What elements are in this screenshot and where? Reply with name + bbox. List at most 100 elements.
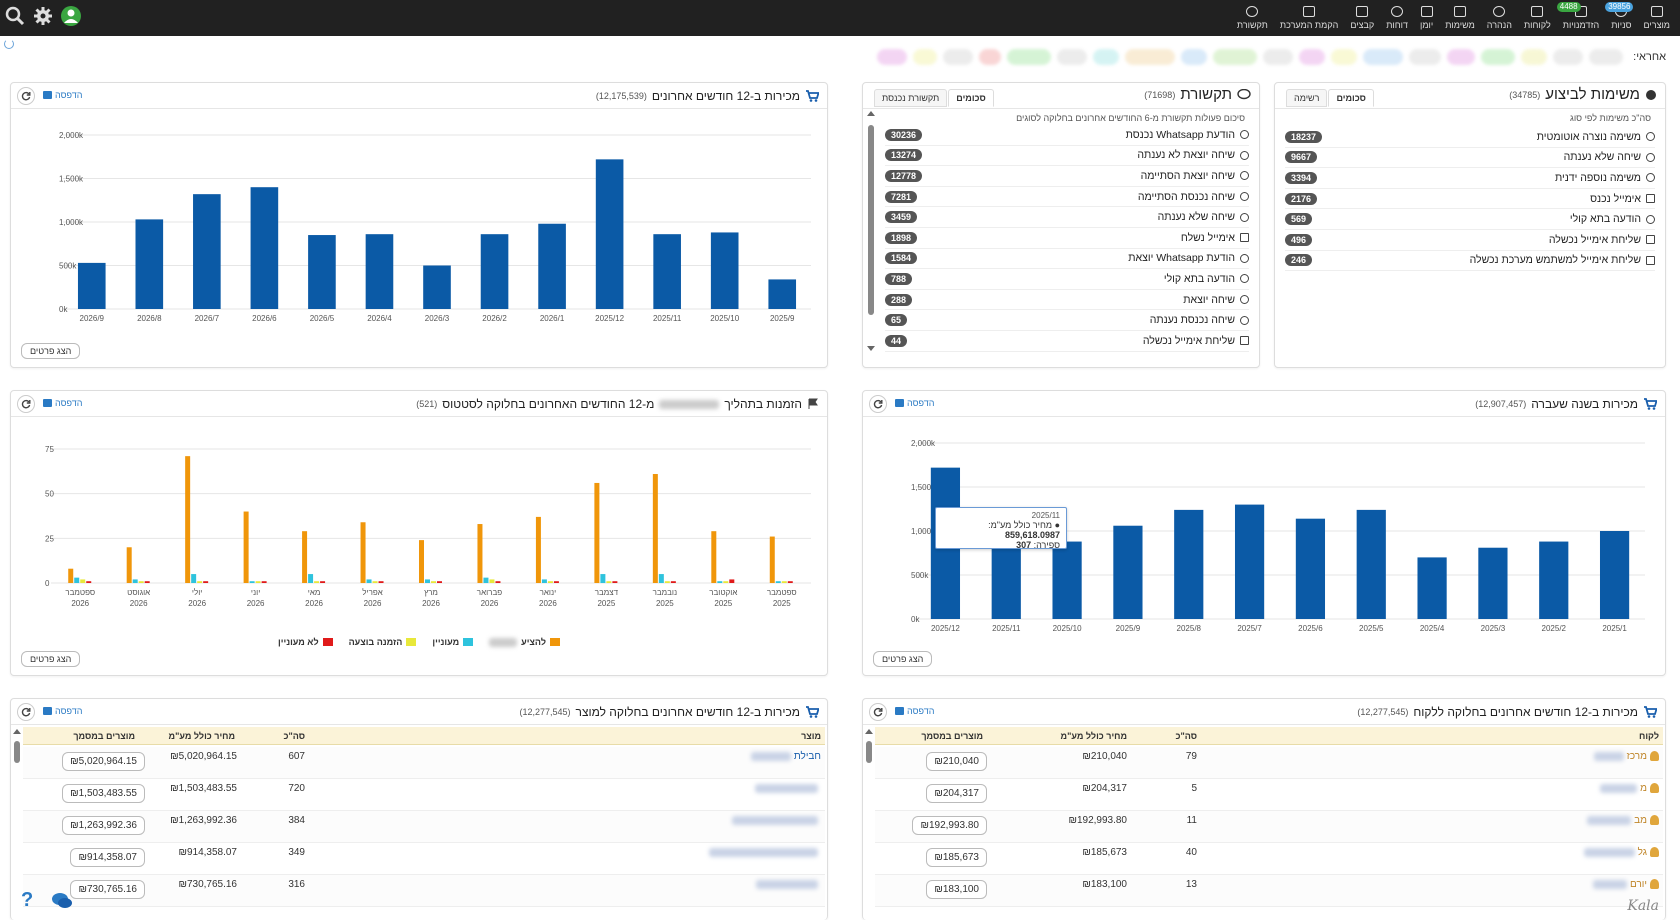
col-product[interactable]: מוצר xyxy=(801,731,821,741)
bar[interactable] xyxy=(535,516,541,583)
filter-chip[interactable] xyxy=(1589,49,1624,65)
bar[interactable] xyxy=(547,581,553,583)
doc-products-button[interactable]: ₪5,020,964.15 xyxy=(62,752,145,771)
tab-summary[interactable]: סכומים xyxy=(948,89,994,107)
filter-chip[interactable] xyxy=(1363,49,1404,65)
row-name[interactable]: מרכז xyxy=(1593,751,1659,762)
bar[interactable] xyxy=(664,581,670,583)
refresh-button[interactable] xyxy=(17,395,35,413)
show-details-button[interactable]: הצג פרטים xyxy=(21,343,81,359)
bar[interactable] xyxy=(612,581,618,583)
scrollbar[interactable] xyxy=(13,729,21,789)
col-price[interactable]: מחיר כולל מע"מ xyxy=(168,731,235,741)
bar[interactable] xyxy=(80,579,86,583)
list-item[interactable]: שיחה יוצאת הסתיימה 12778 xyxy=(885,166,1249,187)
bar[interactable] xyxy=(710,232,739,309)
bar[interactable] xyxy=(1052,541,1082,619)
refresh-button[interactable] xyxy=(869,395,887,413)
nav-item[interactable]: מוצרים xyxy=(1638,0,1677,36)
scroll-thumb[interactable] xyxy=(14,741,20,763)
bar[interactable] xyxy=(193,194,221,309)
bar[interactable] xyxy=(255,581,261,583)
filter-chip[interactable] xyxy=(1299,49,1326,65)
filter-chip[interactable] xyxy=(1057,49,1088,65)
list-item[interactable]: שליחת אימייל נכשלה 496 xyxy=(1285,230,1655,251)
help-icon[interactable]: ? xyxy=(21,889,34,911)
print-link[interactable]: הדפסה xyxy=(43,90,82,100)
bar[interactable] xyxy=(1478,547,1508,619)
list-item[interactable]: משימה נוספה ידנית 3394 xyxy=(1285,168,1655,189)
row-name[interactable]: מב xyxy=(1587,815,1659,826)
bar[interactable] xyxy=(423,265,451,310)
col-price[interactable]: מחיר כולל מע"מ xyxy=(1060,731,1127,741)
table-row[interactable]: מב 11 ₪192,993.80 ₪192,993.80 xyxy=(875,811,1663,843)
scroll-up-arrow[interactable] xyxy=(865,729,873,734)
list-item[interactable]: שיחה שלא נענתה 9667 xyxy=(1285,148,1655,169)
table-row[interactable]: מ 5 ₪204,317 ₪204,317 xyxy=(875,779,1663,811)
bar[interactable] xyxy=(431,581,436,583)
bar[interactable] xyxy=(419,540,424,583)
list-item[interactable]: הודעה בתא קולי 788 xyxy=(885,269,1249,290)
bar[interactable] xyxy=(1599,531,1630,619)
print-link[interactable]: הדפסה xyxy=(895,398,934,408)
filter-chip[interactable] xyxy=(877,49,908,65)
nav-item[interactable]: יומן xyxy=(1414,0,1439,36)
filter-chip[interactable] xyxy=(1213,49,1258,65)
bar[interactable] xyxy=(366,579,372,583)
doc-products-button[interactable]: ₪914,358.07 xyxy=(70,848,145,867)
bar[interactable] xyxy=(1417,557,1447,619)
tab-incoming-communication[interactable]: תקשורת נכנסת xyxy=(874,89,948,107)
bar[interactable] xyxy=(74,577,80,583)
doc-products-button[interactable]: ₪730,765.16 xyxy=(70,880,145,899)
nav-item[interactable]: הנהרה xyxy=(1481,0,1518,36)
doc-products-button[interactable]: ₪1,263,992.36 xyxy=(62,816,145,835)
nav-item[interactable]: קבצים xyxy=(1344,0,1380,36)
bar[interactable] xyxy=(250,187,279,309)
scrollbar[interactable] xyxy=(865,729,873,789)
bar[interactable] xyxy=(185,456,191,583)
print-link[interactable]: הדפסה xyxy=(895,706,934,716)
filter-chip[interactable] xyxy=(1553,49,1584,65)
bar[interactable] xyxy=(1295,518,1326,619)
bar[interactable] xyxy=(553,581,559,583)
nav-item[interactable]: הזדמנויות 4488 xyxy=(1556,0,1605,36)
bar[interactable] xyxy=(600,574,606,583)
filter-chip[interactable] xyxy=(1125,49,1176,65)
bar[interactable] xyxy=(480,234,509,309)
doc-products-button[interactable]: ₪183,100 xyxy=(926,880,987,899)
bar[interactable] xyxy=(711,531,717,583)
bar[interactable] xyxy=(489,579,495,583)
scroll-up-arrow[interactable] xyxy=(13,729,21,734)
list-item[interactable]: הודעת Whatsapp יוצאת 1584 xyxy=(885,249,1249,270)
col-customer[interactable]: לקוח xyxy=(1639,731,1659,741)
bar[interactable] xyxy=(652,474,658,583)
list-item[interactable]: הודעה בתא קולי 569 xyxy=(1285,209,1655,230)
bar[interactable] xyxy=(769,536,775,583)
nav-item[interactable]: סניות 39856 xyxy=(1605,0,1637,36)
list-item[interactable]: הודעת Whatsapp נכנסת 30236 xyxy=(885,125,1249,146)
refresh-button[interactable] xyxy=(869,703,887,721)
bar[interactable] xyxy=(77,262,106,309)
filter-chip[interactable] xyxy=(1409,49,1442,65)
filter-chip[interactable] xyxy=(1481,49,1516,65)
tab-summary[interactable]: סכומים xyxy=(1328,89,1374,107)
bar[interactable] xyxy=(308,574,314,583)
legend-item[interactable]: הזמנה בוצעה xyxy=(349,637,417,647)
filter-chip[interactable] xyxy=(1447,49,1476,65)
col-qty[interactable]: סה"כ xyxy=(1175,731,1197,741)
sync-icon[interactable] xyxy=(4,39,14,49)
bar[interactable] xyxy=(68,568,74,583)
filter-chip[interactable] xyxy=(1521,49,1548,65)
legend-item[interactable]: לא מעוניין xyxy=(278,637,333,647)
bar[interactable] xyxy=(86,581,92,583)
table-row[interactable]: גל 40 ₪185,673 ₪185,673 xyxy=(875,843,1663,875)
bar[interactable] xyxy=(320,581,326,583)
show-details-button[interactable]: הצג פרטים xyxy=(21,651,81,667)
bar[interactable] xyxy=(203,581,209,583)
bar[interactable] xyxy=(437,581,442,583)
bar[interactable] xyxy=(723,581,729,583)
col-doc-products[interactable]: מוצרים במסמך xyxy=(73,731,135,741)
bar[interactable] xyxy=(991,543,1021,619)
row-name[interactable]: מ xyxy=(1600,783,1659,794)
bar[interactable] xyxy=(191,574,197,583)
